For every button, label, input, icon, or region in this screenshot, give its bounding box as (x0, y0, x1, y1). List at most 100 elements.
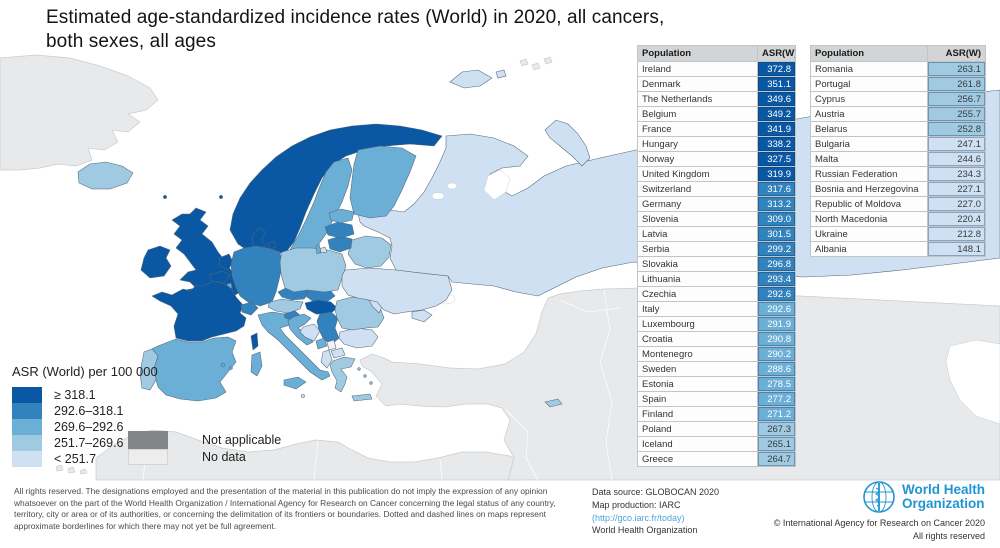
country-bosnia-and-herzegovina (299, 323, 321, 342)
legend-title: ASR (World) per 100 000 (12, 364, 158, 379)
population-cell: Montenegro (637, 346, 758, 362)
table-row: Italy 292.6 (637, 301, 796, 317)
crimea-peninsula (411, 309, 433, 323)
country-north-macedonia (330, 347, 346, 359)
country-montenegro (315, 337, 328, 350)
population-cell: Belarus (810, 121, 928, 137)
asr-value-cell: 290.2 (757, 346, 796, 362)
no-data-label: No data (202, 450, 246, 464)
island-crete (351, 393, 373, 402)
asr-value-cell: 148.1 (927, 241, 986, 257)
population-cell: North Macedonia (810, 211, 928, 227)
legend-swatch (12, 419, 42, 435)
balearic-islands-2 (229, 366, 233, 370)
table-right-body: Romania 263.1 Portugal 261.8 Cyprus 256.7 Aust… (810, 61, 986, 257)
table-row: Malta 244.6 (810, 151, 986, 167)
table-row: Poland 267.3 (637, 421, 796, 437)
population-cell: Greece (637, 451, 758, 467)
table-row: Luxembourg 291.9 (637, 316, 796, 332)
population-cell: Lithuania (637, 271, 758, 287)
asr-value-cell: 292.6 (757, 301, 796, 317)
table-left-body: Ireland 372.8 Denmark 351.1 The Netherlands 3… (637, 61, 796, 467)
table-row: Austria 255.7 (810, 106, 986, 122)
table-row: Ireland 372.8 (637, 61, 796, 77)
population-cell: Albania (810, 241, 928, 257)
country-denmark (251, 227, 277, 250)
legend-swatch (12, 435, 42, 451)
table-row: Hungary 338.2 (637, 136, 796, 152)
who-wordmark-line2: Organization (901, 496, 985, 511)
gco-link[interactable]: (http://gco.iarc.fr/today) (592, 512, 685, 523)
legend-swatch (12, 387, 42, 403)
table-row: Sweden 288.6 (637, 361, 796, 377)
country-norway (229, 123, 443, 255)
legend-row: 269.6–292.6 (12, 419, 158, 435)
legend-row: ≥ 318.1 (12, 387, 158, 403)
legend-label: 251.7–269.6 (54, 436, 124, 450)
country-ireland (140, 245, 172, 279)
novaya-zemlya (544, 119, 591, 167)
country-ukraine (341, 267, 453, 315)
asr-value-cell: 313.2 (757, 196, 796, 212)
asr-value-cell: 309.0 (757, 211, 796, 227)
asr-value-cell: 271.2 (757, 406, 796, 422)
legend-classes: ≥ 318.1 292.6–318.1 269.6–292.6 251.7–269.6… (12, 387, 158, 467)
country-greenland (0, 54, 159, 171)
country-germany (230, 245, 283, 307)
aegean-island-3 (369, 381, 373, 385)
table-row: Latvia 301.5 (637, 226, 796, 242)
legend-row: 251.7–269.6 (12, 435, 158, 451)
population-cell: Switzerland (637, 181, 758, 197)
table-row: Iceland 265.1 (637, 436, 796, 452)
page-title-line1: Estimated age-standardized incidence rat… (46, 7, 665, 28)
legend-swatch (12, 451, 42, 467)
source-block: Data source: GLOBOCAN 2020 Map productio… (592, 486, 782, 537)
white-sea (483, 169, 511, 201)
table-row: Germany 313.2 (637, 196, 796, 212)
asr-value-cell: 319.9 (757, 166, 796, 182)
population-cell: Slovakia (637, 256, 758, 272)
country-poland (279, 247, 347, 293)
population-cell: Croatia (637, 331, 758, 347)
country-serbia (316, 311, 340, 345)
population-cell: Luxembourg (637, 316, 758, 332)
population-cell: Poland (637, 421, 758, 437)
asr-value-cell: 261.8 (927, 76, 986, 92)
table-row: Greece 264.7 (637, 451, 796, 467)
country-finland (349, 145, 417, 219)
asr-value-cell: 255.7 (927, 106, 986, 122)
legend-not-applicable-block: Not applicable No data (128, 431, 281, 465)
table-left-header-asr: ASR(W) (757, 45, 796, 62)
legend-label: 292.6–318.1 (54, 404, 124, 418)
table-right-header-asr: ASR(W) (927, 45, 986, 62)
country-estonia (328, 208, 355, 224)
table-row: Romania 263.1 (810, 61, 986, 77)
faroe-islands (163, 195, 167, 199)
island-sardinia (250, 351, 263, 377)
country-spain (151, 336, 237, 402)
asr-value-cell: 278.5 (757, 376, 796, 392)
copyright-line: © International Agency for Research on C… (773, 518, 985, 528)
asr-value-cell: 317.6 (757, 181, 796, 197)
table-row: Bulgaria 247.1 (810, 136, 986, 152)
population-cell: Serbia (637, 241, 758, 257)
legend-swatch (12, 403, 42, 419)
asr-value-cell: 267.3 (757, 421, 796, 437)
country-malta (301, 394, 305, 398)
table-row: Czechia 292.6 (637, 286, 796, 302)
population-cell: Bosnia and Herzegovina (810, 181, 928, 197)
who-wordmark-line1: World Health (901, 482, 985, 498)
table-row: Bosnia and Herzegovina 227.1 (810, 181, 986, 197)
population-cell: France (637, 121, 758, 137)
aegean-island-2 (363, 374, 367, 378)
asr-value-cell: 265.1 (757, 436, 796, 452)
asr-value-cell: 351.1 (757, 76, 796, 92)
map-legend: ASR (World) per 100 000 ≥ 318.1 292.6–318… (12, 364, 158, 467)
not-applicable-swatch (128, 431, 168, 449)
asr-value-cell: 220.4 (927, 211, 986, 227)
asr-value-cell: 296.8 (757, 256, 796, 272)
table-row: Estonia 278.5 (637, 376, 796, 392)
country-greece (329, 356, 356, 393)
population-cell: Sweden (637, 361, 758, 377)
